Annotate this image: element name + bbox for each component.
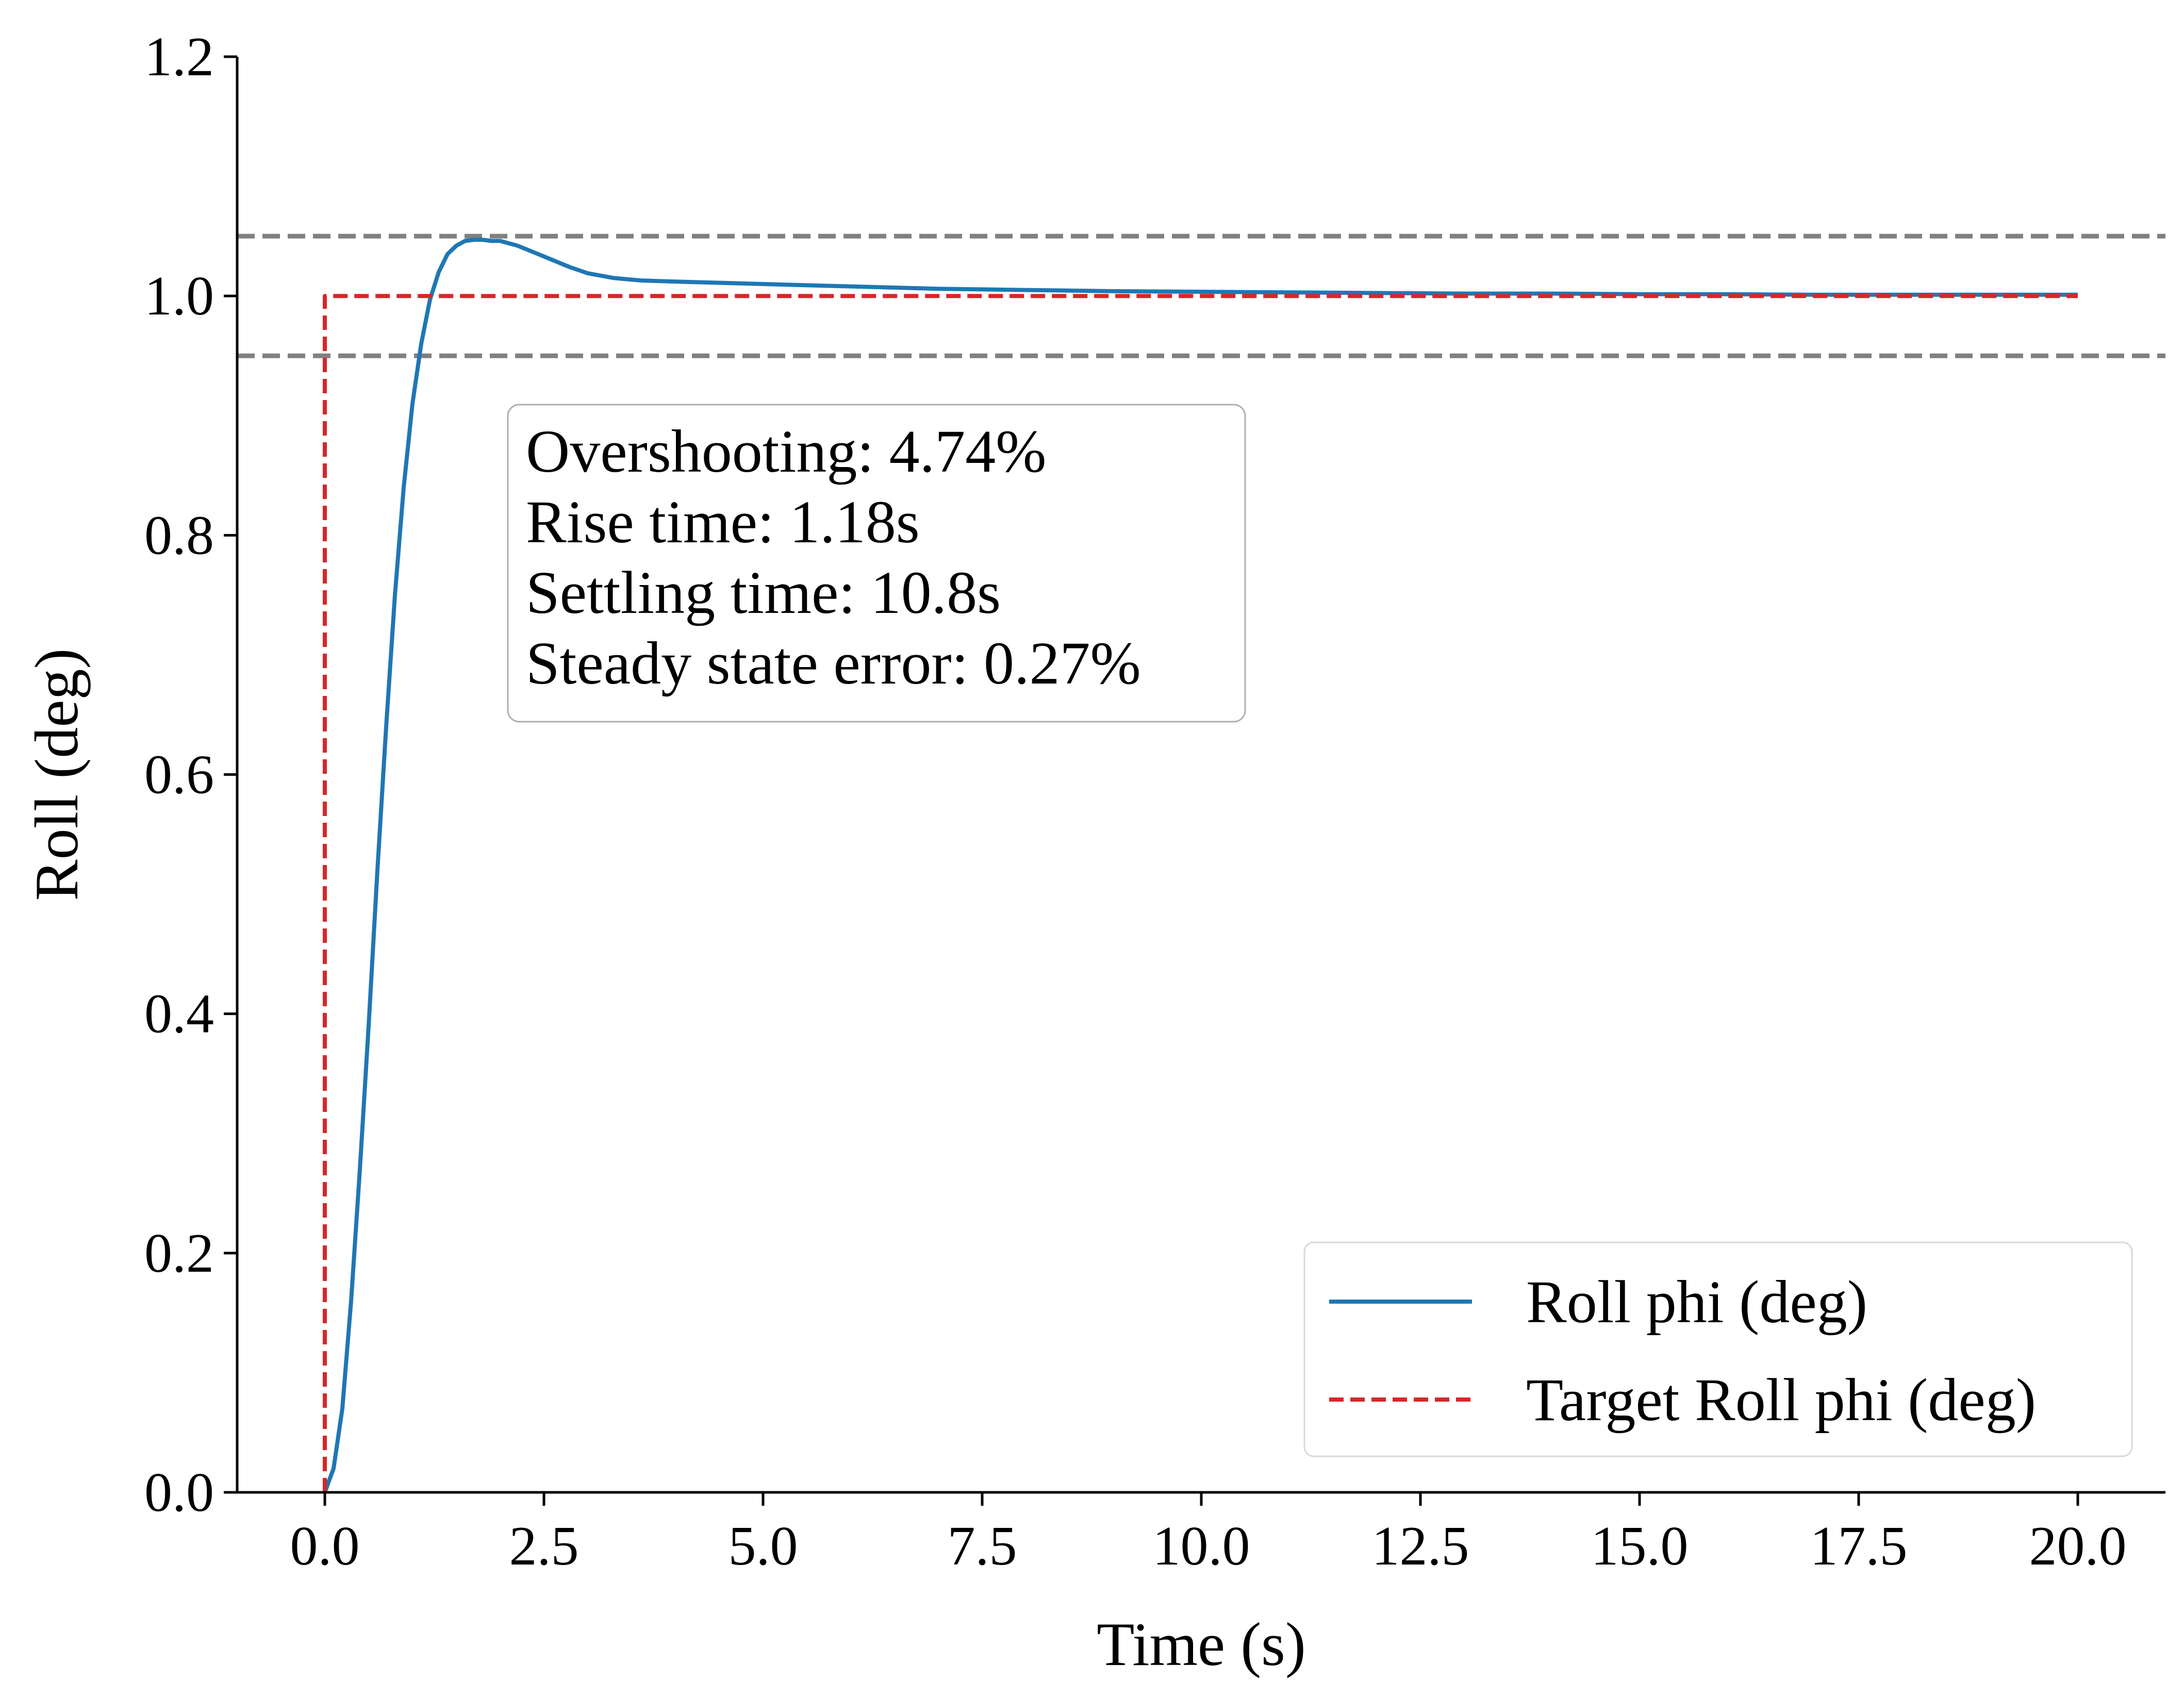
- reference-lines: [237, 234, 2165, 358]
- x-tick-label-3: 7.5: [948, 1516, 1017, 1577]
- legend: Roll phi (deg) Target Roll phi (deg): [1303, 1241, 2133, 1457]
- x-tick-label-7: 17.5: [1810, 1516, 1908, 1577]
- y-tick-label-6: 1.2: [144, 26, 214, 88]
- y-axis-title: Roll (deg): [22, 648, 91, 901]
- series-layer: [323, 238, 2078, 1493]
- x-axis-title: Time (s): [1097, 1610, 1306, 1678]
- annotation-background: [507, 404, 1246, 723]
- axes: 0.0 2.5 5.0 7.5 10.0 12.5 15.0 17.5 20.0 0.0 0.2 0.…: [144, 26, 2165, 1577]
- series-line-1: [323, 294, 2078, 1492]
- legend-background: [1303, 1241, 2133, 1457]
- annotation-text: Overshooting: 4.74% Rise time: 1.18s Set…: [526, 418, 1141, 697]
- x-tick-label-6: 15.0: [1591, 1516, 1689, 1577]
- legend-label-target: Target Roll phi (deg): [1526, 1366, 2036, 1434]
- legend-label-roll: Roll phi (deg): [1526, 1268, 1867, 1336]
- y-tick-label-3: 0.6: [144, 744, 214, 806]
- x-tick-label-4: 10.0: [1153, 1516, 1250, 1577]
- series-line-0: [323, 238, 2078, 1493]
- x-tick-label-8: 20.0: [2029, 1516, 2127, 1577]
- y-tick-label-0: 0.0: [144, 1462, 214, 1523]
- y-tick-label-2: 0.4: [144, 984, 214, 1045]
- y-tick-label-4: 0.8: [144, 505, 214, 566]
- y-tick-label-5: 1.0: [144, 265, 214, 327]
- y-tick-label-1: 0.2: [144, 1223, 214, 1284]
- x-tick-label-0: 0.0: [290, 1516, 360, 1577]
- annotation-line-steady-state-error: Steady state error: 0.27%: [526, 629, 1141, 697]
- x-tick-label-2: 5.0: [729, 1516, 798, 1577]
- annotation-line-settling-time: Settling time: 10.8s: [526, 559, 1001, 626]
- annotation-box: Overshooting: 4.74% Rise time: 1.18s Set…: [507, 404, 1246, 723]
- annotation-line-rise-time: Rise time: 1.18s: [526, 488, 920, 556]
- x-tick-label-1: 2.5: [509, 1516, 579, 1577]
- annotation-line-overshoot: Overshooting: 4.74%: [526, 418, 1046, 485]
- x-tick-label-5: 12.5: [1372, 1516, 1469, 1577]
